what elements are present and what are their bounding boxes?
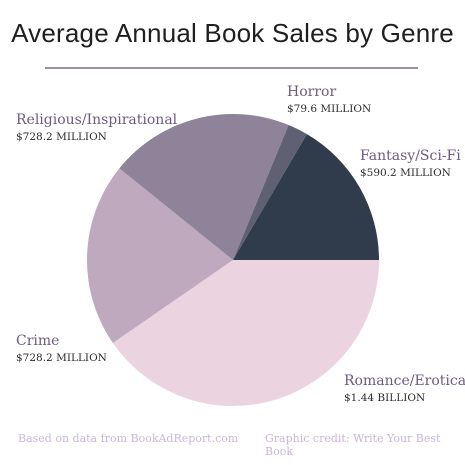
slice-label-horror: Horror	[287, 84, 336, 100]
pie-slice-religious-inspirational	[119, 114, 289, 260]
slice-value-romance-erotica: $1.44 BILLION	[344, 392, 425, 404]
slice-label-romance-erotica: Romance/Erotica	[344, 373, 465, 389]
slice-value-religious-inspirational: $728.2 MILLION	[16, 131, 107, 143]
pie-slice-crime	[87, 168, 234, 343]
pie-slice-fantasy-sci-fi	[233, 134, 379, 260]
title-divider	[45, 67, 418, 69]
slice-label-religious-inspirational: Religious/Inspirational	[16, 112, 178, 128]
chart-title: Average Annual Book Sales by Genre	[11, 18, 454, 48]
slice-label-fantasy-sci-fi: Fantasy/Sci-Fi	[360, 148, 461, 164]
slice-value-crime: $728.2 MILLION	[16, 352, 107, 364]
pie-slice-romance-erotica	[112, 260, 380, 407]
slice-value-fantasy-sci-fi: $590.2 MILLION	[360, 167, 451, 179]
slice-label-crime: Crime	[16, 333, 59, 349]
slice-value-horror: $79.6 MILLION	[287, 103, 371, 115]
credit-note: Graphic credit: Write Your Best Book	[265, 432, 441, 458]
source-note: Based on data from BookAdReport.com	[18, 432, 239, 445]
pie-slice-horror	[233, 125, 307, 260]
